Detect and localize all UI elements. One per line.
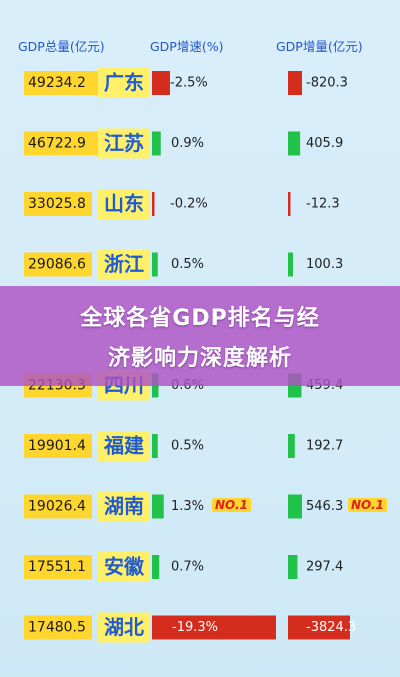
increase-value-label: 192.7 (306, 439, 343, 454)
increase-value-label: -12.3 (306, 197, 340, 212)
increase-bar (288, 555, 298, 579)
province-label: 安徽 (104, 555, 145, 579)
increase-bar (288, 131, 301, 156)
increase-value-label: -3824.3 (306, 620, 356, 635)
growth-bar (152, 494, 164, 519)
header-gdp-total: GDP总量(亿元) (18, 39, 105, 54)
province-label: 湖北 (104, 615, 144, 639)
growth-bar (152, 71, 170, 95)
gdp-value-label: 46722.9 (28, 136, 86, 152)
banner-title-line1: 全球各省GDP排名与经 (80, 306, 320, 331)
gdp-value-highlight (24, 131, 98, 156)
growth-value-label: 0.5% (171, 439, 204, 454)
growth-bar (152, 192, 155, 216)
increase-bar (288, 615, 350, 640)
banner-title-line2: 济影响力深度解析 (107, 346, 292, 371)
increase-value-label: 546.3 (306, 499, 343, 514)
header-gdp-increase: GDP增量(亿元) (276, 39, 363, 54)
gdp-value-highlight (24, 494, 92, 519)
increase-rank-badge: NO.1 (348, 497, 387, 512)
increase-bar (288, 71, 302, 95)
growth-value-label: 0.9% (171, 136, 204, 151)
province-label: 广东 (104, 71, 144, 95)
increase-bar (288, 252, 293, 277)
growth-value-label: 1.3% (171, 499, 204, 514)
gdp-value-label: 29086.6 (28, 257, 86, 273)
gdp-value-highlight (24, 615, 92, 640)
growth-value-label: 0.7% (171, 560, 204, 575)
province-label: 江苏 (104, 131, 144, 155)
province-label-box (98, 68, 150, 98)
increase-bar (288, 434, 295, 458)
gdp-value-label: 49234.2 (28, 75, 86, 91)
gdp-value-label: 17551.1 (28, 559, 86, 575)
province-label: 福建 (103, 434, 144, 458)
gdp-value-label: 17480.5 (28, 620, 86, 636)
province-label-box (98, 552, 150, 582)
growth-value-label: -0.2% (170, 197, 208, 212)
gdp-value-label: 19901.4 (28, 438, 86, 454)
province-label-box (98, 128, 150, 159)
province-label: 山东 (104, 192, 144, 216)
increase-value-label: 405.9 (306, 136, 343, 151)
province-label-box (98, 431, 150, 461)
title-banner: 全球各省GDP排名与经 济影响力深度解析 (0, 286, 400, 386)
growth-value-label: -2.5% (170, 76, 208, 91)
increase-bar (288, 494, 302, 519)
increase-bar (288, 192, 291, 216)
province-label-box (98, 189, 150, 219)
province-label-box (98, 491, 150, 522)
growth-value-label: 0.5% (171, 257, 204, 272)
gdp-value-label: 33025.8 (28, 196, 86, 212)
province-label-box (98, 612, 150, 643)
gdp-value-highlight (24, 434, 92, 458)
province-label-box (98, 249, 150, 280)
increase-value-label: -820.3 (306, 76, 348, 91)
growth-bar (152, 555, 160, 579)
growth-bar (152, 434, 158, 458)
header-gdp-growth: GDP增速(%) (150, 39, 224, 54)
growth-bar (152, 615, 276, 640)
increase-value-label: 100.3 (306, 257, 343, 272)
gdp-value-highlight (24, 252, 92, 277)
gdp-value-highlight (24, 555, 92, 579)
gdp-value-highlight (24, 192, 92, 216)
increase-value-label: 297.4 (306, 560, 343, 575)
gdp-value-label: 19026.4 (28, 499, 86, 515)
province-label: 浙江 (104, 252, 144, 276)
gdp-value-highlight (24, 71, 98, 95)
province-label: 湖南 (104, 494, 144, 518)
growth-bar (152, 252, 158, 277)
growth-value-label: -19.3% (172, 620, 218, 635)
growth-bar (152, 131, 161, 156)
growth-rank-badge: NO.1 (212, 497, 251, 512)
